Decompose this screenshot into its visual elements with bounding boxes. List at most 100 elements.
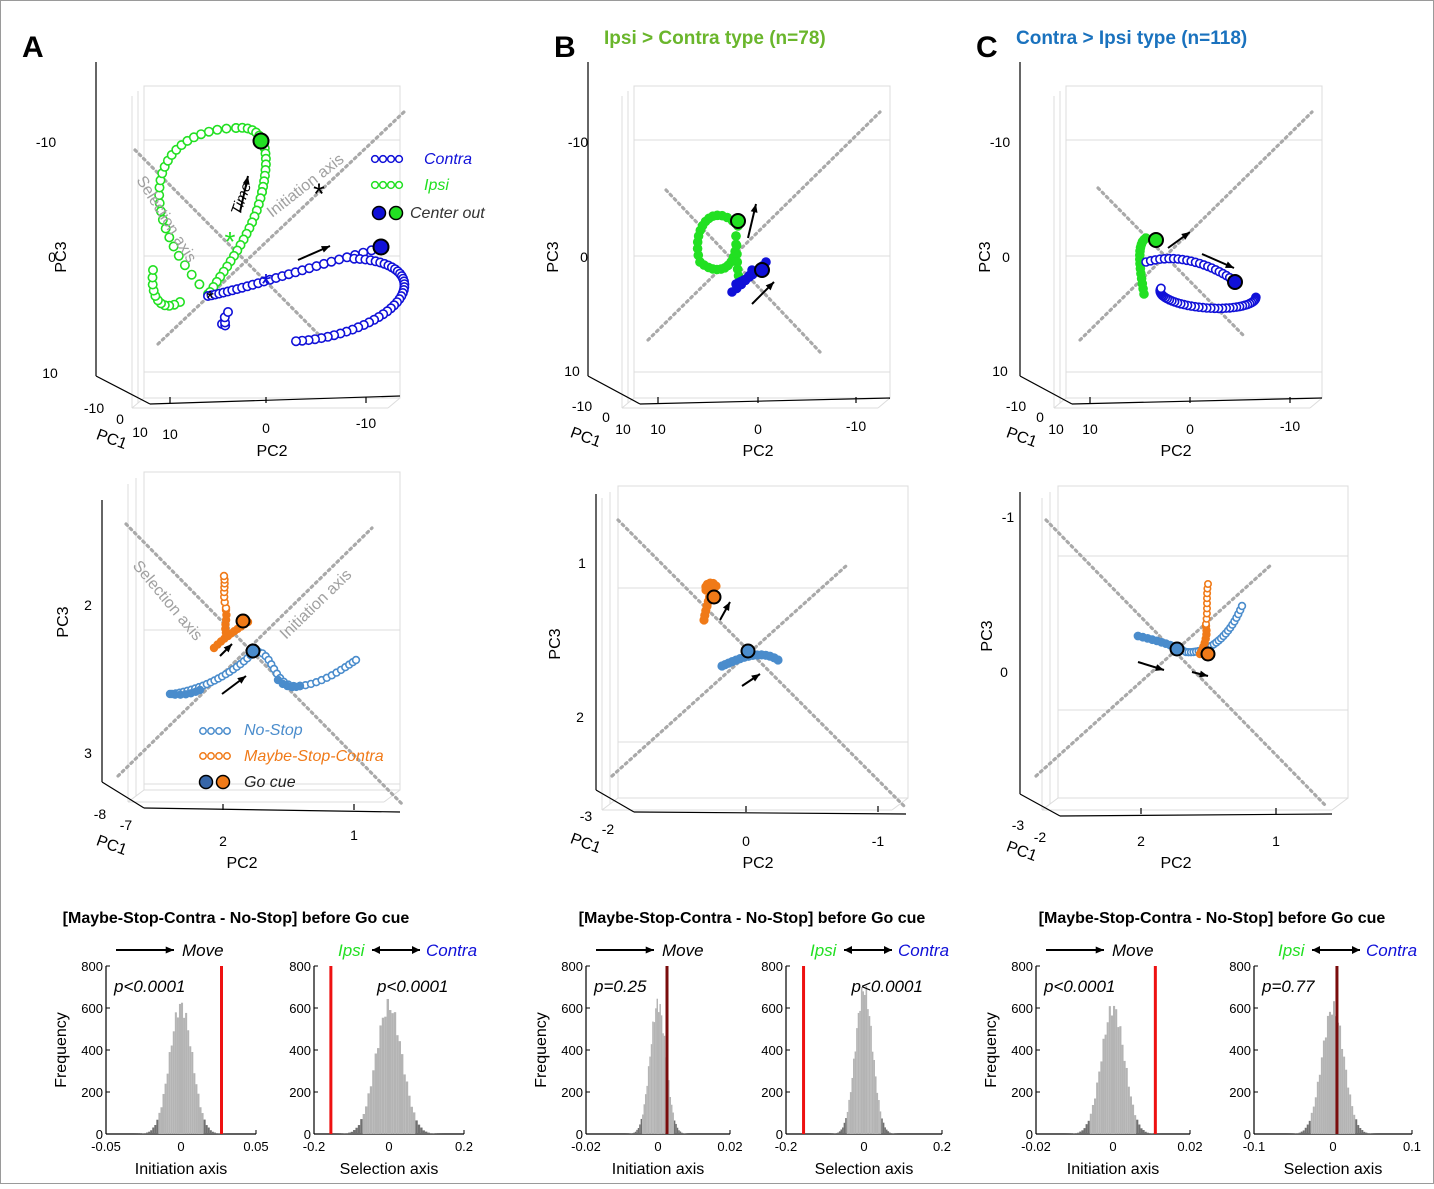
legend-ipsi-centerout-icon — [390, 207, 403, 220]
hist-x-tick-label: 0 — [385, 1139, 392, 1154]
hist-bar — [675, 1124, 676, 1134]
hist-bar — [683, 1133, 684, 1134]
hist-bar — [1086, 1124, 1088, 1134]
hist-bar — [670, 1097, 671, 1134]
hist-bar — [847, 1112, 849, 1134]
hist-bar — [154, 1125, 156, 1134]
nostop-go-cue-marker — [247, 645, 260, 658]
legend-nostop: No-Stop — [244, 722, 303, 739]
hist-x-tick-label: -0.02 — [1021, 1139, 1051, 1154]
hist-bar — [638, 1128, 639, 1134]
hist-y-tick-label: 600 — [1011, 1001, 1033, 1016]
hist-bar — [1098, 1072, 1100, 1134]
hist-bar — [430, 1133, 432, 1134]
hist-y-tick-label: 400 — [561, 1043, 583, 1058]
nostop-go-cue-marker — [1171, 643, 1184, 656]
hist-bar — [1149, 1133, 1151, 1134]
nostop-trajectory-marker — [1239, 603, 1246, 610]
hist-bar — [411, 1107, 413, 1134]
contra-center-out-marker — [374, 240, 389, 255]
hist-bar — [1109, 1006, 1111, 1134]
hist-bar — [396, 1035, 398, 1134]
hist-bar — [677, 1128, 678, 1134]
hist-bar — [845, 1118, 847, 1134]
legend-ipsi-icon — [396, 182, 403, 189]
hist-bar — [1299, 1133, 1301, 1134]
pc3-tick: -10 — [36, 134, 56, 150]
ipsi-trajectory-marker — [1140, 290, 1148, 298]
hist-y-tick-label: 800 — [289, 959, 311, 974]
hist-bar — [187, 1030, 189, 1134]
hist-bar — [635, 1132, 636, 1134]
pc1-tick: -3 — [1012, 817, 1025, 833]
hist-bar — [167, 1074, 169, 1134]
hist-bar — [664, 1036, 665, 1134]
move-direction-label: Move — [182, 941, 224, 960]
legend-nostop-icon — [216, 728, 222, 734]
hist-x-tick-label: 0 — [654, 1139, 661, 1154]
ipsi-trajectory-marker — [188, 271, 196, 279]
hist-bar — [379, 1025, 381, 1134]
hist-bar — [185, 1013, 187, 1134]
hist-bar — [870, 1026, 872, 1134]
hist-bar — [1365, 1133, 1367, 1134]
pc2-tick: 10 — [162, 426, 178, 442]
hist-bar — [1113, 1006, 1115, 1134]
hist-bar — [1117, 1027, 1119, 1134]
hist-x-axis-label: Selection axis — [1284, 1161, 1383, 1178]
hist-x-tick-label: -0.02 — [571, 1139, 601, 1154]
hist-bar — [678, 1130, 679, 1134]
hist-x-axis-label: Selection axis — [340, 1161, 439, 1178]
hist-bar — [389, 1010, 391, 1134]
pc2-tick: -1 — [872, 833, 885, 849]
legend-go-cue: Go cue — [244, 774, 296, 791]
contra-trajectory-marker — [335, 255, 343, 263]
hist-bar — [418, 1125, 420, 1134]
hist-y-tick-label: 200 — [761, 1085, 783, 1100]
hist-bar — [658, 1012, 659, 1134]
ipsi-trajectory-marker — [213, 126, 221, 134]
hist-y-tick-label: 800 — [761, 959, 783, 974]
maybe-trajectory-marker — [1205, 581, 1211, 587]
maybe-trajectory-marker — [221, 573, 228, 580]
move-direction-label: Move — [662, 941, 704, 960]
hist-bar — [1130, 1096, 1132, 1134]
hist-bar — [346, 1133, 348, 1134]
hist-bar — [1331, 1015, 1333, 1134]
hist-bar — [1359, 1128, 1361, 1134]
hist-bar — [1361, 1130, 1363, 1134]
hist-y-tick-label: 200 — [1229, 1085, 1251, 1100]
hist-bar — [1301, 1132, 1303, 1134]
pc2-axis-label: PC2 — [226, 855, 257, 872]
hist-y-tick-label: 200 — [1011, 1085, 1033, 1100]
pc3-axis-label: PC3 — [977, 241, 994, 272]
hist-bar — [355, 1128, 357, 1134]
hist-y-tick-label: 400 — [1011, 1043, 1033, 1058]
hist-bar — [216, 1133, 218, 1134]
hist-y-tick-label: 600 — [1229, 1001, 1251, 1016]
hist-bar — [674, 1121, 675, 1135]
pc1-tick: -2 — [602, 821, 615, 837]
pc2-tick: -10 — [1280, 418, 1300, 434]
hist-bar — [1355, 1119, 1357, 1134]
hist-bar — [1351, 1106, 1353, 1134]
panel-label-C: C — [976, 31, 998, 64]
hist-bar — [183, 1018, 185, 1134]
ipsi-trajectory-marker — [732, 232, 740, 240]
hist-bar — [881, 1118, 883, 1134]
legend-maybe-icon — [216, 753, 222, 759]
hist-bar — [351, 1132, 353, 1134]
hist-bar — [1305, 1128, 1307, 1134]
nostop-go-cue-marker — [742, 645, 755, 658]
hist-bar — [867, 1009, 869, 1134]
hist-bar — [851, 1078, 853, 1134]
ipsi-direction-label: Ipsi — [338, 941, 366, 960]
pc2-axis-label: PC2 — [742, 855, 773, 872]
hist-bar — [1115, 1009, 1117, 1134]
hist-bar — [649, 1057, 650, 1134]
hist-title-B: [Maybe-Stop-Contra - No-Stop] before Go … — [579, 910, 926, 927]
hist-bar — [655, 1008, 656, 1134]
pc1-tick: -10 — [1006, 398, 1026, 414]
hist-bar — [1313, 1107, 1315, 1134]
